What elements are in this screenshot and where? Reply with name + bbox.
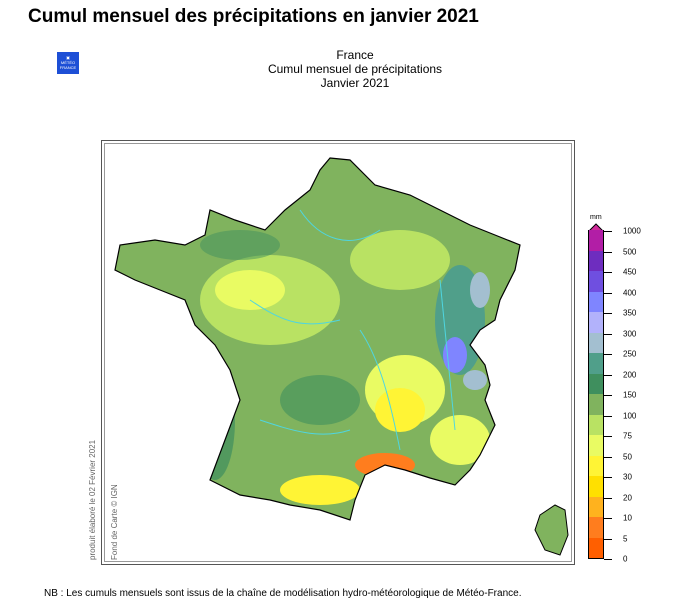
map-title-period: Janvier 2021 — [320, 76, 390, 90]
legend-colorbar — [588, 230, 604, 559]
basemap-credit: Fond de Carte © IGN — [110, 484, 119, 560]
meteo-france-logo: ▣ MÉTÉO FRANCE — [57, 52, 79, 74]
legend-bin — [588, 435, 604, 456]
legend-label: 50 — [623, 452, 632, 461]
legend-tick — [604, 477, 612, 478]
map-frame — [101, 140, 575, 565]
legend-label: 1000 — [623, 226, 641, 236]
legend-tick — [604, 497, 612, 499]
legend-bin — [588, 353, 604, 374]
corsica — [534, 504, 569, 556]
legend-label: 350 — [623, 308, 637, 318]
page-title: Cumul mensuel des précipitations en janv… — [28, 6, 479, 27]
legend-label: 500 — [623, 247, 637, 256]
legend-tick — [604, 456, 612, 458]
legend-label: 10 — [623, 513, 632, 523]
legend-bin — [588, 332, 604, 353]
legend-tick — [604, 538, 612, 540]
legend-unit: mm — [590, 214, 602, 221]
legend-label: 30 — [623, 472, 632, 482]
map-title-country: France — [336, 48, 374, 62]
legend-bin — [588, 394, 604, 415]
legend-label: 250 — [623, 349, 637, 359]
legend-label: 0 — [623, 554, 628, 564]
legend-bin — [588, 414, 604, 435]
legend-label: 450 — [623, 267, 637, 277]
legend-tick — [604, 436, 612, 437]
legend-tick — [604, 313, 612, 314]
legend-bin — [588, 291, 604, 312]
legend-tick — [604, 518, 612, 519]
legend-label: 100 — [623, 411, 637, 420]
legend-tick — [604, 415, 612, 417]
legend-tick — [604, 374, 612, 376]
map-title-subject: Cumul mensuel de précipitations — [267, 62, 443, 76]
legend-tick — [604, 272, 612, 273]
legend-label: 150 — [623, 390, 637, 400]
legend-label: 75 — [623, 431, 632, 441]
rivers — [249, 209, 456, 451]
footnote: NB : Les cumuls mensuels sont issus de l… — [44, 588, 522, 599]
legend-label: 400 — [623, 288, 637, 297]
legend-overflow-arrow — [588, 223, 604, 231]
legend-bin — [588, 271, 604, 292]
france-mainland — [115, 158, 520, 520]
legend-tick — [604, 251, 612, 253]
legend-bin — [588, 476, 604, 497]
legend-tick — [604, 231, 612, 232]
legend-tick — [604, 354, 612, 355]
legend-bin — [588, 496, 604, 517]
legend-bin — [588, 455, 604, 476]
legend-bin — [588, 537, 604, 559]
legend-tick — [604, 559, 612, 560]
legend-label: 20 — [623, 493, 632, 502]
legend-tick — [604, 333, 612, 335]
legend-bin — [588, 250, 604, 271]
legend-label: 5 — [623, 534, 628, 543]
production-credit: produit élaboré le 02 Février 2021 — [88, 439, 97, 560]
map-inner-frame — [104, 143, 572, 562]
legend-tick — [604, 395, 612, 396]
legend-bin — [588, 230, 604, 251]
legend-bin — [588, 373, 604, 394]
legend-label: 300 — [623, 329, 637, 338]
legend-label: 200 — [623, 370, 637, 379]
legend-bin — [588, 312, 604, 333]
legend-tick — [604, 292, 612, 294]
legend-bin — [588, 517, 604, 538]
